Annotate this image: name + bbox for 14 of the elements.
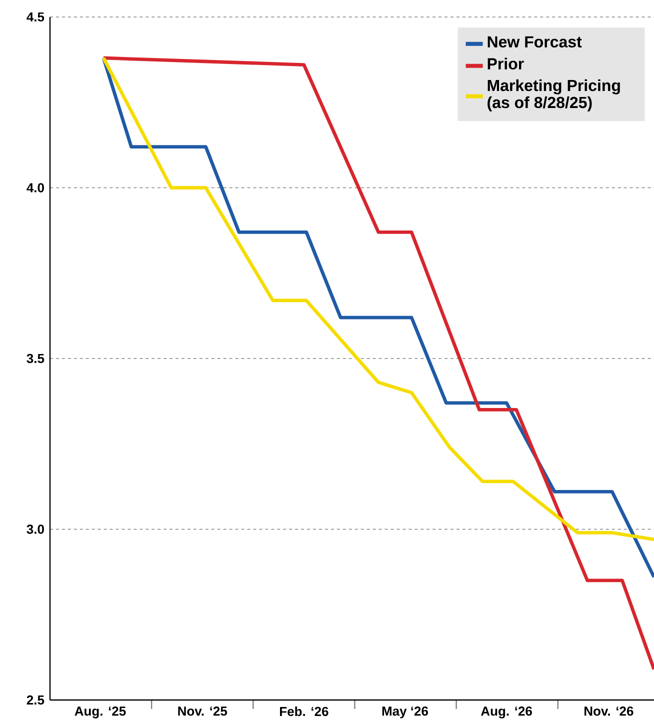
x-tick-label: Nov. ‘26	[584, 706, 634, 716]
x-tick-label: Feb. ‘26	[280, 706, 328, 716]
x-tick-label: Nov. ‘25	[178, 706, 228, 716]
legend-label: Marketing Pricing (as of 8/28/25)	[488, 79, 620, 112]
x-tick-label: Aug. ‘26	[480, 706, 532, 718]
y-tick-label: 3.5	[26, 354, 44, 364]
y-tick-label: 4.0	[26, 183, 44, 192]
y-tick-label: 2.5	[26, 695, 44, 705]
y-tick-label: 4.5	[26, 12, 44, 22]
legend-label: Prior	[488, 58, 524, 70]
x-tick-label: May ‘26	[382, 706, 428, 718]
legend-label: New Forcast	[488, 36, 582, 48]
y-tick-label: 3.0	[26, 524, 44, 534]
x-tick-label: Aug. ‘25	[74, 706, 126, 718]
